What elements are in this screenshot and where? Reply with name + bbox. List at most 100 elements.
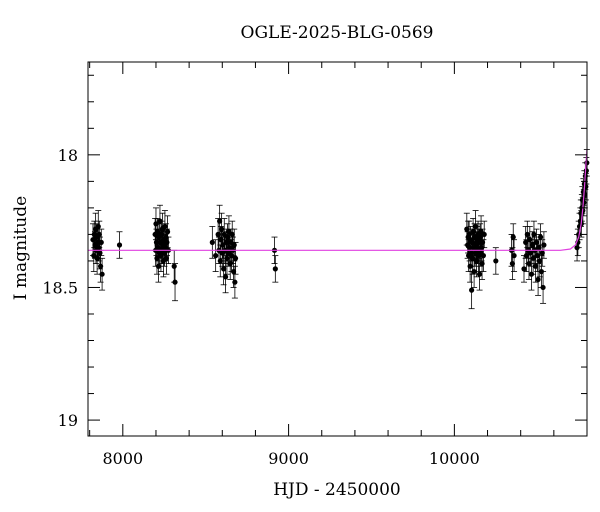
data-point — [479, 260, 485, 267]
data-point — [477, 234, 483, 240]
data-point — [535, 276, 541, 283]
data-point — [574, 245, 580, 251]
data-point — [99, 271, 105, 277]
data-point — [529, 242, 535, 248]
data-point — [478, 245, 485, 251]
data-point — [533, 239, 540, 245]
data-point — [231, 242, 237, 248]
data-point — [536, 245, 542, 251]
data-point — [95, 239, 101, 245]
data-point — [224, 234, 231, 240]
data-point — [95, 223, 101, 230]
data-point — [228, 253, 235, 259]
data-point — [221, 266, 227, 272]
data-point — [472, 223, 479, 230]
data-point — [538, 268, 545, 275]
data-point — [163, 255, 170, 261]
data-point — [98, 239, 104, 245]
x-axis-label: HJD - 2450000 — [273, 480, 401, 500]
data-point — [215, 231, 221, 238]
data-point — [470, 255, 476, 261]
data-point — [524, 231, 530, 238]
data-point — [528, 250, 534, 256]
data-points — [90, 160, 590, 293]
x-tick-label: 9000 — [268, 449, 309, 468]
data-point — [272, 266, 278, 272]
data-point — [521, 266, 527, 272]
y-tick-label: 18 — [58, 146, 78, 165]
data-point — [97, 263, 104, 269]
data-point — [154, 229, 161, 235]
data-point — [533, 263, 539, 269]
data-point — [464, 226, 470, 232]
data-point — [227, 260, 233, 267]
data-point — [223, 239, 229, 245]
data-point — [164, 229, 171, 235]
data-point — [232, 255, 239, 261]
data-point — [466, 231, 472, 238]
data-point — [531, 231, 537, 238]
data-point — [541, 242, 547, 248]
data-point — [219, 226, 225, 232]
y-tick-label: 18.5 — [42, 278, 78, 297]
data-point — [218, 237, 224, 243]
data-point — [224, 255, 230, 261]
data-point — [480, 253, 486, 259]
data-point — [213, 253, 219, 259]
data-point — [510, 234, 516, 240]
data-point — [97, 250, 103, 256]
model-curve — [88, 149, 588, 251]
data-point — [471, 268, 477, 275]
data-point — [467, 263, 473, 269]
data-point — [162, 223, 168, 230]
tick-labels: 8000 9000 10000 18 18.5 19 — [42, 146, 479, 468]
data-point — [509, 260, 515, 267]
data-point — [470, 229, 476, 235]
data-point — [534, 253, 540, 259]
data-point — [528, 271, 535, 277]
data-point — [511, 253, 517, 259]
data-point — [530, 255, 536, 261]
plot-area — [88, 149, 590, 310]
data-point — [155, 245, 161, 251]
data-point — [90, 237, 96, 243]
data-point — [476, 271, 483, 277]
data-point — [222, 274, 229, 280]
data-point — [537, 234, 544, 240]
data-point — [467, 245, 473, 251]
data-point — [157, 218, 163, 224]
data-point — [583, 168, 589, 174]
data-point — [523, 239, 529, 245]
axis-ticks — [88, 62, 588, 436]
data-point — [230, 268, 237, 275]
data-point — [116, 242, 123, 248]
x-tick-label: 8000 — [102, 449, 143, 468]
data-point — [537, 258, 543, 264]
x-tick-label: 10000 — [429, 449, 480, 468]
data-point — [153, 239, 160, 245]
plot-frame — [87, 61, 588, 437]
data-point — [526, 260, 532, 267]
data-point — [473, 258, 480, 264]
data-point — [479, 239, 486, 245]
data-point — [539, 250, 545, 256]
data-point — [523, 253, 530, 259]
data-point — [155, 263, 162, 269]
data-point — [154, 255, 160, 261]
data-point — [161, 250, 168, 256]
data-point — [153, 221, 159, 227]
data-point — [209, 239, 215, 245]
data-point — [493, 258, 499, 264]
data-point — [217, 258, 223, 264]
data-point — [229, 231, 235, 238]
data-point — [96, 245, 102, 251]
data-point — [163, 234, 169, 240]
data-point — [468, 250, 474, 256]
data-point — [164, 239, 170, 245]
data-point — [469, 287, 475, 293]
data-point — [94, 255, 100, 261]
data-point — [96, 231, 102, 238]
data-point — [217, 218, 223, 224]
data-point — [527, 237, 533, 243]
